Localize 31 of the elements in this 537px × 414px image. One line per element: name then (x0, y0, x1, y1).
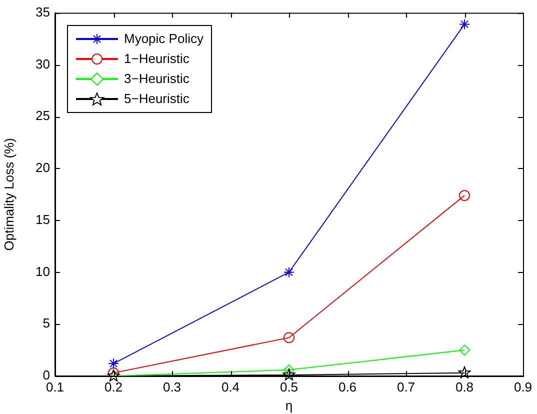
legend-label: 5−Heuristic (124, 91, 190, 106)
point (108, 358, 119, 370)
legend-label: 1−Heuristic (124, 51, 190, 66)
y-tick-label: 5 (42, 316, 50, 331)
legend-label: Myopic Policy (124, 31, 204, 46)
point (459, 18, 470, 30)
y-tick-label: 10 (36, 264, 50, 279)
point (284, 364, 294, 376)
y-tick-label: 15 (36, 212, 50, 227)
point (284, 332, 294, 344)
y-tick-label: 35 (36, 4, 50, 20)
y-tick-label: 25 (36, 108, 50, 124)
x-tick-label: 0.2 (104, 379, 123, 394)
y-axis-title: Optimality Loss (%) (1, 138, 16, 251)
point (284, 266, 294, 278)
x-tick-label: 0.7 (396, 379, 416, 394)
x-tick-label: 0.4 (221, 379, 240, 394)
point (458, 366, 471, 378)
x-tick-label: 0.9 (514, 379, 532, 394)
point (107, 370, 120, 382)
x-tick-label: 0.6 (338, 379, 357, 394)
point (459, 190, 470, 201)
x-tick-label: 0.5 (280, 379, 298, 394)
x-tick-label: 0.3 (162, 379, 182, 394)
point (459, 344, 470, 356)
legend-label: 3−Heuristic (124, 71, 190, 86)
x-tick-label: 0.8 (455, 379, 474, 394)
y-tick-label: 20 (36, 160, 50, 176)
point (282, 368, 296, 380)
y-tick-label: 30 (36, 56, 50, 72)
x-axis-title: η (285, 398, 293, 413)
